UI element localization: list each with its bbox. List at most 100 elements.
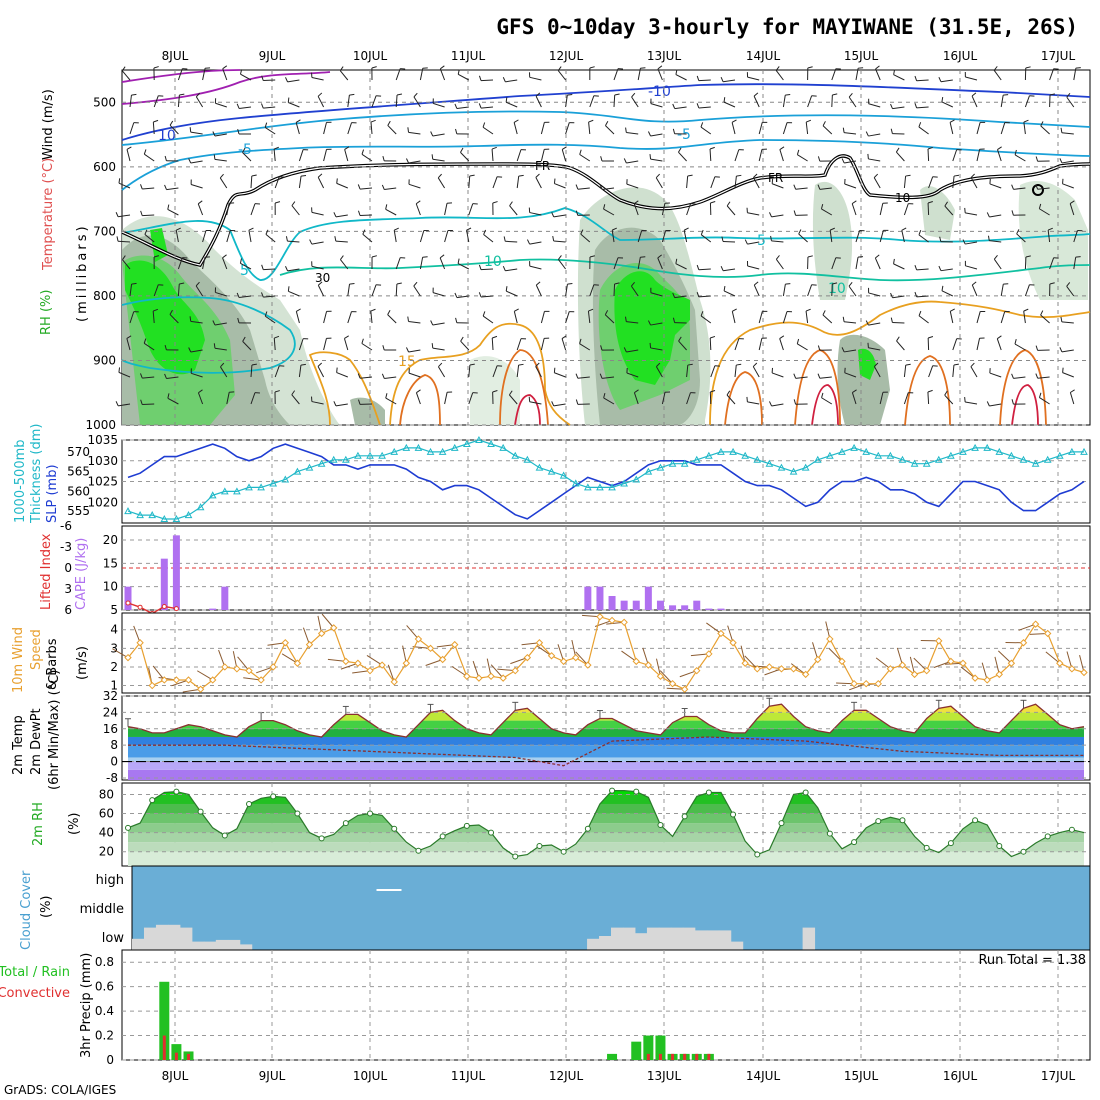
wind-barb: [540, 338, 545, 351]
wind-barb: [190, 160, 203, 164]
wind-barb: [413, 285, 421, 297]
wind-barb: [112, 648, 129, 659]
wind-barb-flag: [807, 255, 813, 258]
temp-line: [127, 703, 1085, 738]
wind-barb: [971, 95, 978, 108]
low-cloud-bar: [167, 924, 181, 950]
wind-barb: [177, 68, 183, 81]
thickness-point: [705, 451, 713, 459]
wind-barb: [734, 365, 737, 378]
thickness-point: [862, 447, 871, 455]
wind-barb: [202, 68, 206, 81]
wind-barb: [997, 650, 1012, 664]
wind-barb-flag: [1023, 308, 1029, 312]
wind-barb-flag: [732, 308, 737, 312]
wind-barb: [540, 122, 545, 135]
wind-barb: [250, 175, 253, 189]
thickness-point: [293, 467, 302, 475]
wind-barb: [1039, 208, 1050, 216]
temp-y-tick-label: -8: [106, 771, 118, 785]
temp-label-1: 2m Temp: [11, 715, 26, 775]
wind-barb-flag: [944, 201, 948, 207]
wind-barb-flag: [736, 363, 742, 366]
wind-barb: [771, 240, 784, 243]
wind-barb: [491, 337, 494, 351]
wind-barb: [855, 230, 861, 243]
top-x-tick-label: 14JUL: [746, 49, 781, 63]
wind-barb: [613, 283, 616, 297]
wind-speed-point: [862, 679, 870, 688]
top-x-tick-label: 11JUL: [451, 49, 486, 63]
wind-barb: [588, 122, 591, 135]
upper-label-rh: RH (%): [39, 290, 54, 335]
thickness-point: [341, 455, 350, 463]
wind-speed-point: [705, 650, 713, 658]
wind-label-2: Speed: [29, 629, 44, 670]
bottom-x-tick-label: 9JUL: [259, 1069, 286, 1083]
wind-barb: [851, 203, 857, 216]
thickness-point: [438, 447, 447, 455]
wind-barb: [829, 230, 833, 243]
wind-barb-flag: [1059, 158, 1063, 164]
wind-barb: [960, 666, 976, 679]
wind-barb: [976, 338, 981, 351]
wind-barb-flag: [1035, 156, 1039, 162]
wind-barb: [989, 403, 1002, 407]
wind-barb: [371, 284, 377, 297]
rh-point: [415, 847, 422, 854]
thickness-point: [632, 475, 641, 483]
wind-barb-flag: [657, 65, 663, 70]
wind-barb: [197, 203, 204, 216]
wind-barb: [927, 391, 930, 405]
wind-barb: [129, 95, 132, 108]
wind-barb: [989, 183, 1002, 189]
wind-barb-flag: [189, 316, 192, 322]
wind-barb-flag: [793, 373, 797, 379]
wind-barb: [535, 284, 542, 297]
wind-barb-flag: [623, 158, 627, 164]
wind-barb-flag: [736, 174, 742, 177]
wind-barb: [637, 257, 641, 270]
wind-barb-flag: [1014, 149, 1017, 155]
thickness-point: [644, 467, 653, 475]
thickness-point: [329, 455, 338, 463]
rh-point: [294, 810, 301, 817]
wind-speed-point: [209, 676, 217, 684]
wind-barb-flag: [678, 336, 682, 342]
wind-barb-flag: [188, 158, 192, 164]
rh-shading: [122, 180, 1088, 425]
wind-barb-flag: [852, 389, 857, 393]
wind-barb-flag: [219, 173, 224, 179]
thickness-point: [1055, 451, 1064, 459]
wind-barb: [437, 366, 446, 378]
wind-barb: [723, 290, 736, 297]
wind-barb: [295, 311, 300, 324]
wind-speed-point: [1031, 620, 1040, 628]
rh-point: [560, 848, 567, 855]
wind-barb-flag: [505, 286, 508, 292]
wind-barb-flag: [381, 373, 385, 379]
rh-point: [657, 821, 664, 828]
wind-barb: [903, 392, 909, 405]
wind-barb: [626, 349, 639, 353]
wind-speed-point: [317, 629, 326, 638]
wind-barb-flag: [492, 390, 498, 393]
upper-label-mb: (millibars): [75, 223, 90, 322]
wind-barb-flag: [492, 335, 498, 339]
wind-speed-point: [1007, 659, 1016, 667]
wind-barb: [565, 122, 570, 135]
thickness-point: [414, 443, 423, 451]
wind-y-tick-label: 2: [110, 660, 118, 674]
wind-barb: [432, 133, 445, 137]
wind-barb-flag: [873, 173, 879, 178]
rh-point: [1020, 848, 1027, 855]
wind-barb: [239, 295, 252, 299]
wind-barb: [291, 205, 300, 216]
rh-point: [536, 842, 543, 849]
wind-barb: [722, 240, 736, 243]
wind-barb: [679, 670, 697, 678]
wind-barb: [993, 69, 1002, 81]
low-cloud-bar: [670, 927, 684, 950]
wind-barb-flag: [140, 373, 143, 379]
wind-barb: [480, 295, 494, 298]
